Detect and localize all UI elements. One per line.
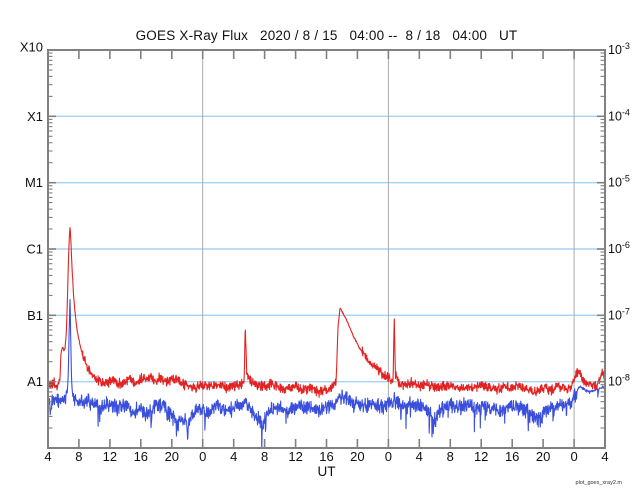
x-tick-label: 12: [288, 449, 302, 464]
axis-ticks: [47, 50, 606, 448]
flux-exponent-label: 10-5: [608, 174, 630, 190]
flux-class-label: C1: [26, 242, 43, 257]
x-tick-label: 8: [447, 449, 454, 464]
x-tick-label: 16: [134, 449, 148, 464]
x-tick-label: 16: [319, 449, 333, 464]
flux-exponent-label: 10-6: [608, 240, 630, 256]
flux-class-label: A1: [27, 374, 43, 389]
x-tick-label: 20: [350, 449, 364, 464]
x-tick-label: 4: [230, 449, 237, 464]
flux-exponent-label: 10-8: [608, 373, 630, 389]
flux-class-label: M1: [25, 175, 43, 190]
x-tick-label: 12: [474, 449, 488, 464]
xray-long-wavelength-trace: [48, 227, 605, 398]
x-tick-label: 0: [570, 449, 577, 464]
flux-exponent-label: 10-4: [608, 107, 630, 123]
flux-class-label: B1: [27, 308, 43, 323]
chart-title: GOES X-Ray Flux 2020 / 8 / 15 04:00 -- 8…: [135, 28, 518, 43]
trace-group: [48, 227, 605, 448]
flux-class-label: X1: [27, 109, 43, 124]
x-tick-label: 20: [165, 449, 179, 464]
log-ticks: [48, 49, 605, 429]
x-axis-title: UT: [317, 464, 336, 479]
x-tick-label: 8: [261, 449, 268, 464]
plot-source-label: plot_goes_xray2.m: [575, 480, 622, 486]
xray-short-wavelength-trace: [48, 299, 605, 448]
x-tick-label: 4: [601, 449, 608, 464]
flux-exponent-label: 10-7: [608, 306, 630, 322]
x-tick-label: 4: [416, 449, 423, 464]
x-tick-label: 0: [199, 449, 206, 464]
x-tick-label: 20: [536, 449, 550, 464]
x-tick-label: 8: [75, 449, 82, 464]
x-tick-label: 4: [44, 449, 51, 464]
flux-class-label: X10: [20, 40, 43, 55]
x-tick-label: 0: [385, 449, 392, 464]
flux-exponent-label: 10-3: [608, 41, 630, 57]
x-tick-label: 16: [505, 449, 519, 464]
x-tick-label: 12: [103, 449, 117, 464]
